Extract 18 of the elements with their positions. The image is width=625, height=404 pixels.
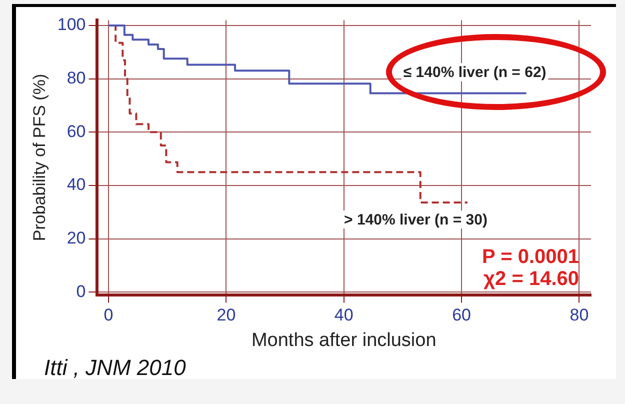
text: Itti , JNM 2010 — [44, 355, 186, 381]
y-axis-title: Probability of PFS (%) — [30, 74, 49, 242]
x-tick-label: 80 — [570, 306, 589, 325]
y-tick-label: 100 — [57, 15, 86, 34]
x-axis-title: Months after inclusion — [251, 330, 436, 351]
x-tick-label: 20 — [216, 306, 236, 325]
x-tick-label: 0 — [104, 306, 114, 325]
y-tick-label: 40 — [66, 175, 86, 194]
series-label: > 140% liver (n = 30) — [344, 212, 488, 229]
annotation: P = 0.0001 — [482, 246, 579, 268]
x-tick-label: 40 — [334, 306, 354, 325]
x-tick-label: 60 — [452, 306, 472, 325]
y-tick-label: 0 — [76, 282, 86, 301]
y-tick-label: 80 — [66, 68, 86, 88]
y-tick-label: 20 — [66, 228, 86, 248]
annotation: χ2 = 14.60 — [484, 268, 579, 290]
y-tick-label: 60 — [66, 122, 86, 141]
series-label: ≤ 140% liver (n = 62) — [403, 64, 546, 82]
